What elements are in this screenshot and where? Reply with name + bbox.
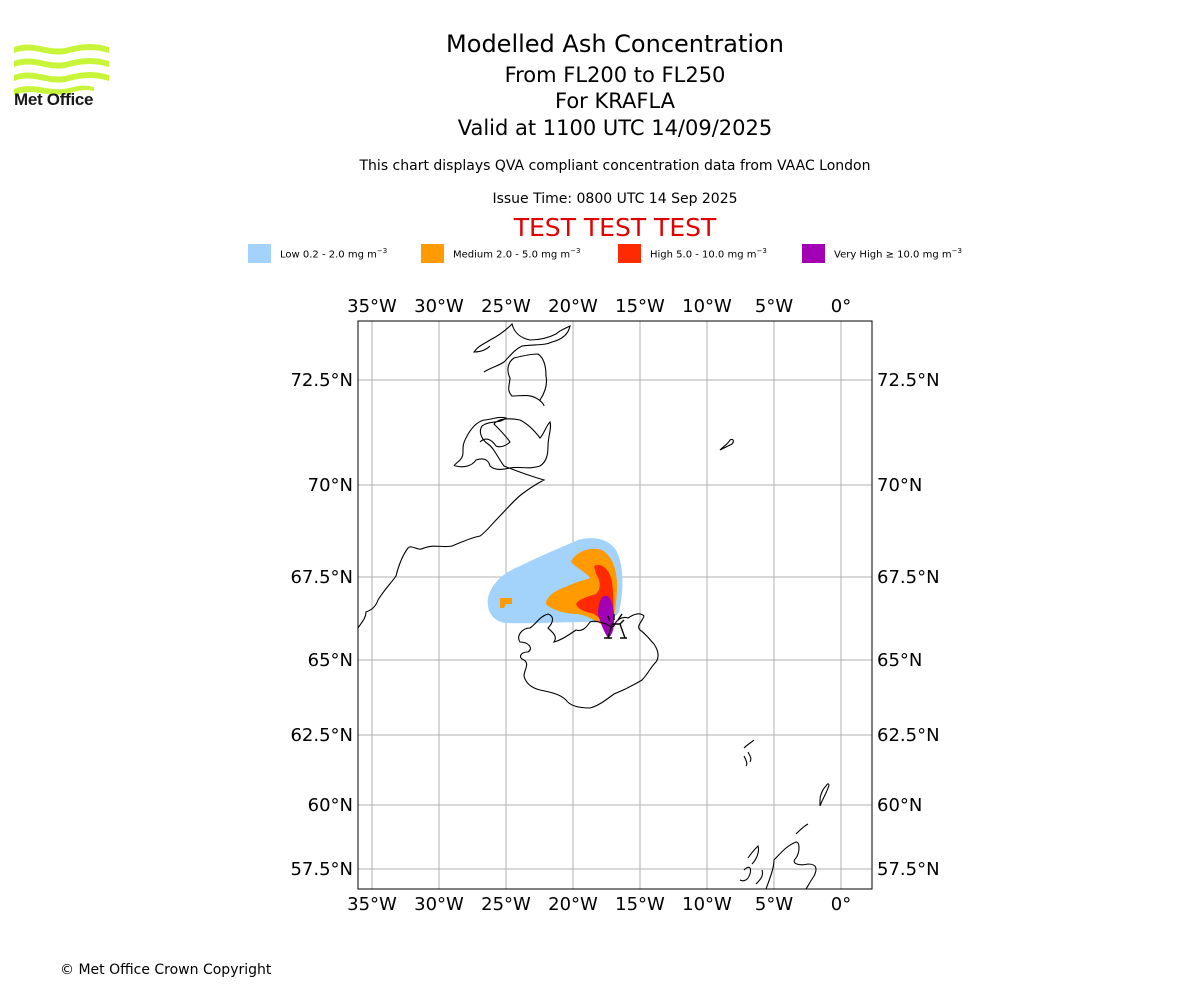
- lat-label: 65°N: [877, 650, 922, 671]
- lat-label: 72.5°N: [290, 370, 353, 391]
- lon-label: 15°W: [615, 894, 665, 915]
- ash-very-high-area: [598, 595, 615, 638]
- lat-label: 70°N: [877, 475, 922, 496]
- coastlines: [358, 322, 830, 889]
- lon-label: 20°W: [548, 296, 598, 317]
- lon-label: 30°W: [414, 296, 464, 317]
- volcano-icon: [604, 613, 627, 639]
- graticule: [358, 321, 872, 889]
- volcano-name: For KRAFLA: [555, 89, 675, 113]
- issue-time: Issue Time: 0800 UTC 14 Sep 2025: [492, 191, 738, 207]
- lon-label: 10°W: [682, 894, 732, 915]
- lon-label: 0°: [831, 296, 851, 317]
- map-frame: [357, 320, 873, 890]
- lon-labels-top: 35°W 30°W 25°W 20°W 15°W 10°W 5°W 0°: [347, 296, 851, 317]
- legend-swatch-high: [618, 244, 641, 263]
- legend-label-medium: Medium 2.0 - 5.0 mg m: [453, 249, 571, 261]
- lat-label: 67.5°N: [877, 567, 940, 588]
- legend-swatch-very-high: [802, 244, 825, 263]
- legend-label-very-high: Very High ≥ 10.0 mg m: [834, 249, 952, 261]
- ash-medium-patch: [500, 598, 512, 608]
- lon-label: 35°W: [347, 296, 397, 317]
- lat-label: 60°N: [308, 795, 353, 816]
- lat-labels-right: 72.5°N 70°N 67.5°N 65°N 62.5°N 60°N 57.5…: [877, 370, 940, 880]
- legend-label-high: High 5.0 - 10.0 mg m: [650, 249, 757, 261]
- lat-label: 72.5°N: [877, 370, 940, 391]
- copyright-notice: © Met Office Crown Copyright: [60, 962, 272, 978]
- lat-label: 57.5°N: [877, 859, 940, 880]
- lat-label: 62.5°N: [877, 725, 940, 746]
- chart-title: Modelled Ash Concentration: [446, 30, 784, 58]
- lat-labels-left: 72.5°N 70°N 67.5°N 65°N 62.5°N 60°N 57.5…: [290, 370, 353, 880]
- lat-label: 62.5°N: [290, 725, 353, 746]
- lat-label: 60°N: [877, 795, 922, 816]
- lon-label: 10°W: [682, 296, 732, 317]
- flight-level-range: From FL200 to FL250: [504, 63, 726, 87]
- lat-label: 65°N: [308, 650, 353, 671]
- test-banner: TEST TEST TEST: [513, 213, 717, 242]
- lon-label: 5°W: [755, 296, 793, 317]
- lon-label: 35°W: [347, 894, 397, 915]
- chart-description: This chart displays QVA compliant concen…: [359, 158, 871, 174]
- logo-text: Met Office: [14, 90, 94, 109]
- lon-label: 5°W: [755, 894, 793, 915]
- lon-label: 30°W: [414, 894, 464, 915]
- lon-labels-bottom: 35°W 30°W 25°W 20°W 15°W 10°W 5°W 0°: [347, 894, 851, 915]
- lon-label: 15°W: [615, 296, 665, 317]
- lat-label: 57.5°N: [290, 859, 353, 880]
- valid-time: Valid at 1100 UTC 14/09/2025: [457, 116, 773, 140]
- lon-label: 25°W: [481, 894, 531, 915]
- legend-label-low: Low 0.2 - 2.0 mg m: [280, 249, 377, 261]
- lon-label: 0°: [831, 894, 851, 915]
- lon-label: 25°W: [481, 296, 531, 317]
- met-office-logo: [14, 44, 109, 95]
- legend-swatch-low: [248, 244, 271, 263]
- legend-swatch-medium: [421, 244, 444, 263]
- lat-label: 67.5°N: [290, 567, 353, 588]
- lat-label: 70°N: [308, 475, 353, 496]
- lon-label: 20°W: [548, 894, 598, 915]
